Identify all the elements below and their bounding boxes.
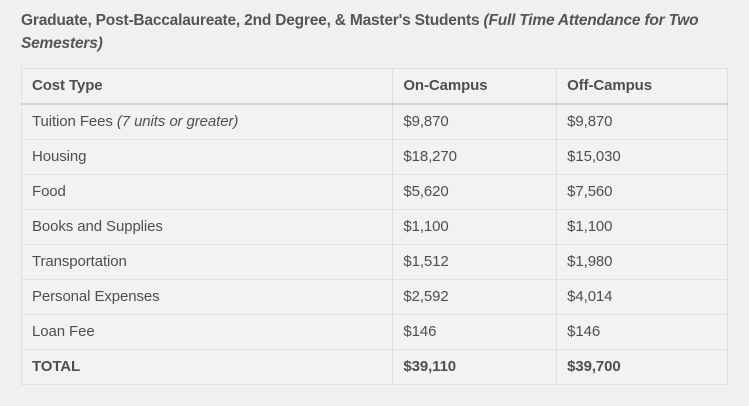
- table-total-row: TOTAL $39,110 $39,700: [20, 349, 728, 385]
- total-on-campus-value: $39,110: [392, 349, 558, 385]
- off-campus-value: $146: [556, 314, 728, 350]
- off-campus-value: $15,030: [556, 139, 728, 175]
- cost-table: Cost Type On-Campus Off-Campus Tuition F…: [20, 68, 728, 385]
- table-row-tuition-fees: Tuition Fees (7 units or greater) $9,870…: [20, 103, 728, 140]
- table-header-row: Cost Type On-Campus Off-Campus: [20, 68, 728, 105]
- page-title: Graduate, Post-Baccalaureate, 2nd Degree…: [21, 9, 728, 55]
- cost-type-cell: Food: [20, 174, 394, 210]
- table-row-books-and-supplies: Books and Supplies $1,100 $1,100: [20, 209, 728, 245]
- on-campus-value: $18,270: [392, 139, 558, 175]
- table-row-housing: Housing $18,270 $15,030: [20, 139, 728, 175]
- page-title-text: Graduate, Post-Baccalaureate, 2nd Degree…: [21, 12, 484, 29]
- off-campus-value: $9,870: [556, 103, 728, 140]
- cost-type-cell: Tuition Fees (7 units or greater): [20, 103, 394, 140]
- table-row-transportation: Transportation $1,512 $1,980: [20, 244, 728, 280]
- page-title-italic-text: (Full Time Attendance for Two Semesters): [21, 12, 699, 52]
- on-campus-value: $9,870: [392, 103, 558, 140]
- column-header-on-campus: On-Campus: [392, 68, 558, 105]
- table-row-loan-fee: Loan Fee $146 $146: [20, 314, 728, 350]
- column-header-cost-type: Cost Type: [20, 68, 394, 105]
- on-campus-value: $1,512: [392, 244, 558, 280]
- on-campus-value: $1,100: [392, 209, 558, 245]
- off-campus-value: $4,014: [556, 279, 728, 315]
- off-campus-value: $1,980: [556, 244, 728, 280]
- table-row-personal-expenses: Personal Expenses $2,592 $4,014: [20, 279, 728, 315]
- column-header-off-campus: Off-Campus: [556, 68, 728, 105]
- on-campus-value: $2,592: [392, 279, 558, 315]
- cost-type-cell: Transportation: [20, 244, 394, 280]
- on-campus-value: $146: [392, 314, 558, 350]
- total-label: TOTAL: [20, 349, 394, 385]
- off-campus-value: $1,100: [556, 209, 728, 245]
- cost-type-label-italic: (7 units or greater): [116, 113, 239, 130]
- cost-type-cell: Loan Fee: [20, 314, 394, 350]
- table-row-food: Food $5,620 $7,560: [20, 174, 728, 210]
- cost-type-cell: Books and Supplies: [20, 209, 394, 245]
- cost-type-cell: Housing: [20, 139, 394, 175]
- on-campus-value: $5,620: [392, 174, 558, 210]
- cost-type-label: Tuition Fees: [32, 113, 117, 130]
- cost-type-cell: Personal Expenses: [20, 279, 394, 315]
- total-off-campus-value: $39,700: [556, 349, 728, 385]
- off-campus-value: $7,560: [556, 174, 728, 210]
